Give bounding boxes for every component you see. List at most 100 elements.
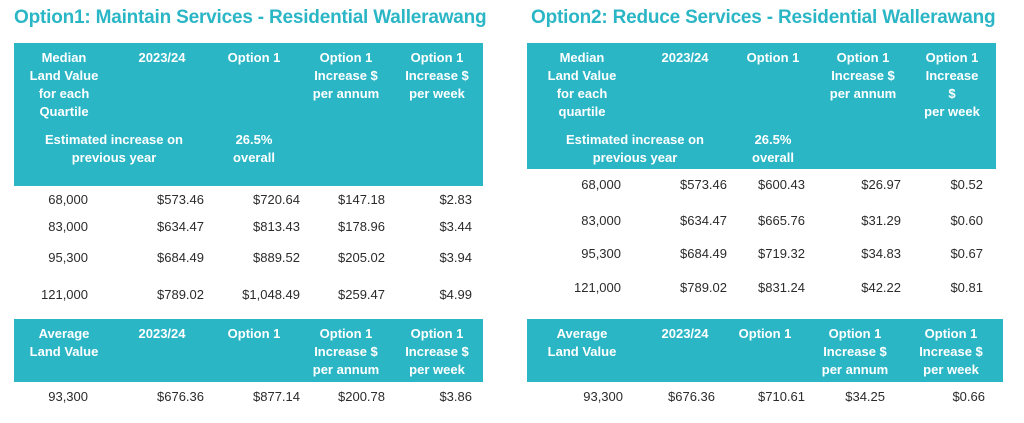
option1-col-2023: 2023/24	[114, 49, 210, 67]
option2-avg-col-2023: 2023/24	[637, 325, 733, 343]
header-text: Increase $	[314, 68, 378, 83]
rate-2023-cell: $634.47	[157, 219, 204, 234]
header-text: per annum	[829, 86, 897, 101]
option1-rows: 68,000 $573.46 $720.64 $147.18 $2.83 83,…	[14, 186, 483, 314]
option2-estimated-label: Estimated increase on previous year	[547, 131, 723, 167]
header-text: per week	[409, 362, 465, 377]
rate-2023-cell: $634.47	[680, 213, 727, 228]
header-text: Option 1	[319, 50, 373, 65]
option2-header: Median Land Value for each quartile 2023…	[527, 43, 996, 169]
header-text: Option 1	[828, 326, 882, 341]
header-text: Option 1	[746, 50, 800, 65]
option2-col-pw: Option 1 Increase $ per week	[913, 49, 991, 121]
header-text: 2023/24	[661, 326, 709, 341]
increase-pa-cell: $259.47	[338, 287, 385, 302]
header-text: for each	[556, 86, 608, 101]
land-value-cell: 93,300	[48, 389, 88, 404]
header-text: Land Value	[547, 344, 617, 359]
increase-pa-cell: $200.78	[338, 389, 385, 404]
header-text: Option 1	[836, 50, 890, 65]
option1-median-label: Median Land Value for each Quartile	[14, 49, 114, 121]
header-text: Option 1	[924, 326, 978, 341]
rate-2023-cell: $789.02	[157, 287, 204, 302]
option2-col-pa: Option 1 Increase $ per annum	[813, 49, 913, 103]
land-value-cell: 121,000	[41, 287, 88, 302]
option2-avg-header: Average Land Value 2023/24 Option 1 Opti…	[527, 319, 1003, 382]
land-value-cell: 95,300	[581, 246, 621, 261]
rate-2023-cell: $676.36	[157, 389, 204, 404]
option-rate-cell: $719.32	[758, 246, 805, 261]
header-text: overall	[752, 150, 794, 165]
header-text: per week	[924, 104, 980, 119]
option-rate-cell: $889.52	[253, 250, 300, 265]
increase-pa-cell: $205.02	[338, 250, 385, 265]
rate-2023-cell: $676.36	[668, 389, 715, 404]
option1-avg-col-pa: Option 1 Increase $ per annum	[298, 325, 394, 379]
land-value-cell: 68,000	[48, 192, 88, 207]
header-text: Estimated increase on	[566, 132, 704, 147]
rate-2023-cell: $573.46	[157, 192, 204, 207]
header-text: per annum	[312, 362, 380, 377]
increase-pw-cell: $3.94	[439, 250, 472, 265]
land-value-cell: 68,000	[581, 177, 621, 192]
header-text: 2023/24	[138, 326, 186, 341]
header-text: 2023/24	[661, 50, 709, 65]
land-value-cell: 83,000	[48, 219, 88, 234]
header-text: Median	[559, 50, 605, 65]
option1-avg-col-option: Option 1	[210, 325, 298, 343]
option1-col-option: Option 1	[210, 49, 298, 67]
land-value-cell: 83,000	[581, 213, 621, 228]
header-text: Option 1	[410, 326, 464, 341]
increase-pa-cell: $34.25	[845, 389, 885, 404]
header-text: previous year	[71, 150, 157, 165]
option1-estimated-label: Estimated increase on previous year	[28, 131, 200, 167]
increase-pw-cell: $0.52	[950, 177, 983, 192]
increase-pw-cell: $0.67	[950, 246, 983, 261]
header-text: Increase $	[405, 344, 469, 359]
rate-2023-cell: $684.49	[157, 250, 204, 265]
option1-percent-label: 26.5% overall	[210, 131, 298, 167]
increase-pa-cell: $42.22	[861, 280, 901, 295]
header-text: overall	[233, 150, 275, 165]
option2-avg-label: Average Land Value	[527, 325, 637, 361]
option2-avg-col-pw: Option 1 Increase $ per week	[903, 325, 999, 379]
option-rate-cell: $1,048.49	[242, 287, 300, 302]
option-rate-cell: $877.14	[253, 389, 300, 404]
increase-pw-cell: $3.44	[439, 219, 472, 234]
rate-2023-cell: $789.02	[680, 280, 727, 295]
option1-col-pa: Option 1 Increase $ per annum	[298, 49, 394, 103]
header-text: Increase $	[823, 344, 887, 359]
increase-pa-cell: $26.97	[861, 177, 901, 192]
header-text: 2023/24	[138, 50, 186, 65]
option1-avg-label: Average Land Value	[14, 325, 114, 361]
option2-avg-col-option: Option 1	[723, 325, 807, 343]
header-text: 26.5%	[754, 132, 792, 147]
option1-avg-col-pw: Option 1 Increase $ per week	[394, 325, 480, 379]
header-text: Land Value	[547, 68, 617, 83]
header-text: Average	[556, 326, 608, 341]
header-text: per annum	[821, 362, 889, 377]
header-text: Quartile	[39, 104, 89, 119]
land-value-cell: 93,300	[583, 389, 623, 404]
increase-pw-cell: $4.99	[439, 287, 472, 302]
header-text: Option 1	[227, 326, 281, 341]
header-text: Increase $	[405, 68, 469, 83]
increase-pw-cell: $0.66	[952, 389, 985, 404]
header-text: Estimated increase on	[45, 132, 183, 147]
option-rate-cell: $720.64	[253, 192, 300, 207]
header-text: per annum	[312, 86, 380, 101]
increase-pa-cell: $31.29	[861, 213, 901, 228]
option1-title: Option1: Maintain Services - Residential…	[14, 7, 487, 28]
header-text: quartile	[558, 104, 606, 119]
option-rate-cell: $600.43	[758, 177, 805, 192]
header-text: previous year	[592, 150, 678, 165]
rate-2023-cell: $684.49	[680, 246, 727, 261]
increase-pw-cell: $2.83	[439, 192, 472, 207]
increase-pa-cell: $147.18	[338, 192, 385, 207]
increase-pw-cell: $0.81	[950, 280, 983, 295]
header-text: 26.5%	[235, 132, 273, 147]
header-text: Average	[38, 326, 90, 341]
header-text: Option 1	[925, 50, 979, 65]
rate-2023-cell: $573.46	[680, 177, 727, 192]
option1-header: Median Land Value for each Quartile 2023…	[14, 43, 483, 186]
